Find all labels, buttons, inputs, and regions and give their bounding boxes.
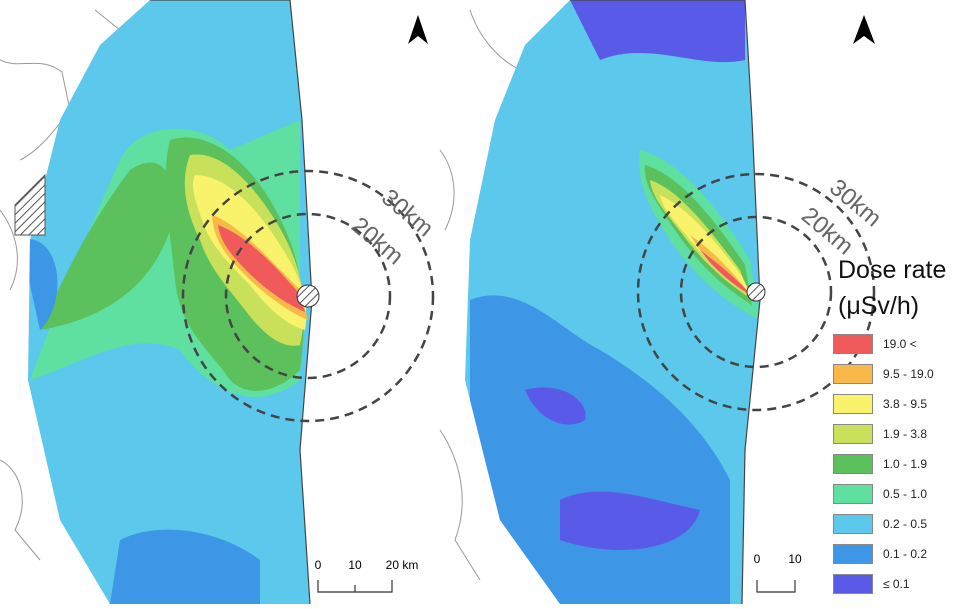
legend-swatch [833,424,873,444]
legend-label: 0.5 - 1.0 [883,487,928,501]
left-scale-tick-1: 10 [348,558,362,572]
legend-label: 19.0 < [883,337,917,351]
left-ring-30km [181,169,435,423]
legend-label: 0.1 - 0.2 [883,547,928,561]
legend-swatch [833,574,873,594]
left-ring-20km [224,212,392,380]
right-plant-marker [746,282,766,302]
legend-item: 1.9 - 3.8 [833,423,927,445]
legend-label: 0.2 - 0.5 [883,517,928,531]
right-dose-field [465,0,760,604]
legend-item: 0.1 - 0.2 [833,543,927,565]
legend-units: (μSv/h) [838,292,920,320]
left-hatched-area [14,173,46,236]
left-north-arrow-icon [408,15,428,44]
legend-swatch [833,394,873,414]
legend-item: ≤ 0.1 [833,573,910,595]
legend-label: 1.9 - 3.8 [883,427,928,441]
left-map: 30km 20km 0 10 20 km [0,0,438,605]
legend-label: ≤ 0.1 [883,577,910,591]
right-scale-tick-0: 0 [754,552,761,566]
legend-item: 1.0 - 1.9 [833,453,927,475]
left-scale-tick-0: 0 [315,558,322,572]
right-map: 30km 20km 0 10 [439,0,886,605]
legend-label: 3.8 - 9.5 [883,397,928,411]
right-ring-20km [679,215,833,369]
legend-swatch [833,514,873,534]
right-ring-30km [636,172,876,412]
legend-item: 19.0 < [833,333,917,355]
legend-title: Dose rate [838,256,947,284]
left-coastline [150,0,313,605]
legend-item: 9.5 - 19.0 [833,363,934,385]
right-map-base-lines [439,9,521,581]
left-scale-bar: 0 10 20 km [315,558,419,593]
legend-swatch [833,364,873,384]
left-scale-tick-2: 20 km [386,558,419,572]
legend-item: 3.8 - 9.5 [833,393,927,415]
legend-item: 0.2 - 0.5 [833,513,927,535]
left-dose-field [28,0,312,604]
legend-item: 0.5 - 1.0 [833,483,927,505]
legend-swatch [833,334,873,354]
right-coastline [570,0,761,605]
legend-swatch [833,454,873,474]
legend-label: 9.5 - 19.0 [883,367,934,381]
right-scale-tick-1: 10 [788,552,802,566]
right-north-arrow-icon [853,15,875,44]
legend-label: 1.0 - 1.9 [883,457,928,471]
legend-swatch [833,544,873,564]
right-scale-bar: 0 10 [754,552,802,593]
left-plant-marker [296,284,320,308]
legend-swatch [833,484,873,504]
